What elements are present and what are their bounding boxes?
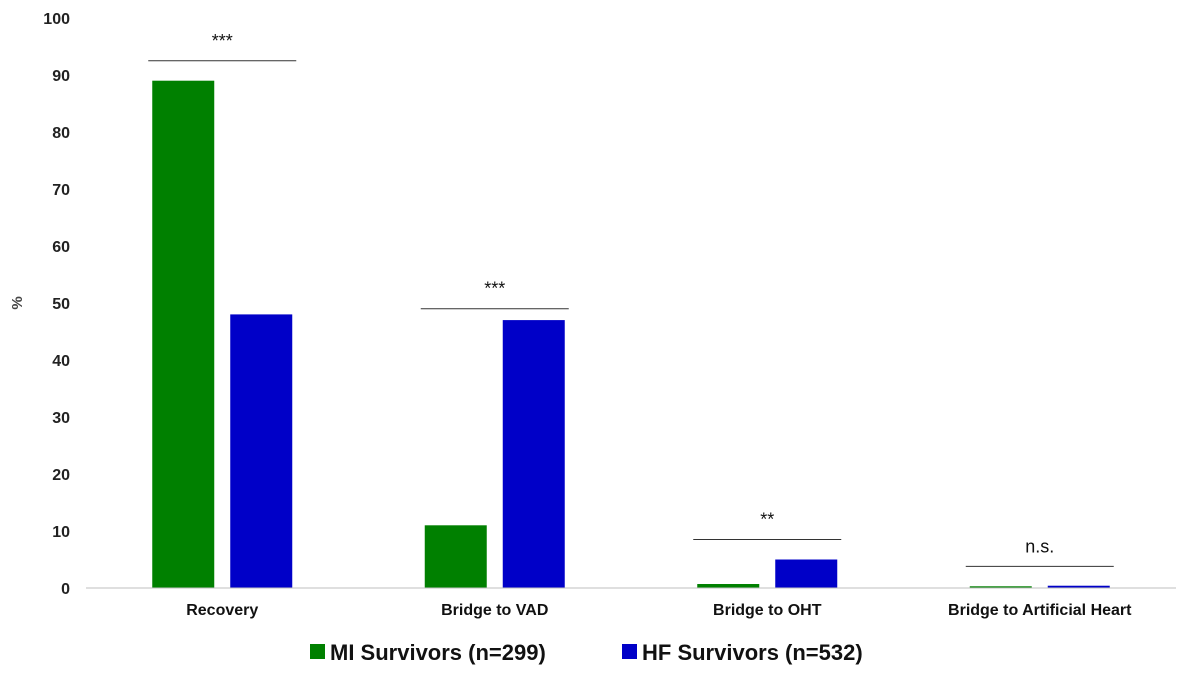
y-axis-label: % [9,296,26,309]
significance-label: *** [212,31,233,51]
y-tick-label: 70 [52,182,70,199]
significance-label: n.s. [1025,536,1054,556]
y-tick-label: 100 [43,11,70,28]
category-label: Bridge to VAD [441,602,548,619]
significance-label: ** [760,510,774,530]
bar-mi-1 [424,525,487,588]
y-axis: 0 10 20 30 40 50 60 70 80 90 100% [9,11,70,598]
bar-hf-1 [502,320,565,588]
category-label: Recovery [186,602,258,619]
bar-mi-3 [969,586,1032,588]
bar-hf-0 [230,314,293,588]
y-tick-label: 30 [52,410,70,427]
bar-hf-3 [1047,585,1110,588]
significance-annotations: ********n.s. [148,31,1114,567]
category-label: Bridge to OHT [713,602,822,619]
y-tick-label: 10 [52,524,70,541]
y-tick-label: 40 [52,353,70,370]
y-tick-label: 60 [52,239,70,256]
y-tick-label: 50 [52,296,70,313]
bar-mi-0 [152,80,215,588]
x-axis: Recovery Bridge to VAD Bridge to OHT Bridge… [86,587,1176,619]
y-tick-label: 80 [52,125,70,142]
legend-swatch-mi [310,644,325,659]
legend: MI Survivors (n=299) HF Survivors (n=532) [310,640,863,665]
legend-label: HF Survivors (n=532) [642,640,863,665]
category-label: Bridge to Artificial Heart [948,602,1132,619]
bar-mi-2 [697,584,760,588]
significance-label: *** [484,279,505,299]
legend-label: MI Survivors (n=299) [330,640,546,665]
y-tick-label: 0 [61,581,70,598]
legend-swatch-hf [622,644,637,659]
bars [152,80,1110,588]
bar-hf-2 [775,559,838,588]
y-tick-label: 20 [52,467,70,484]
y-tick-label: 90 [52,68,70,85]
